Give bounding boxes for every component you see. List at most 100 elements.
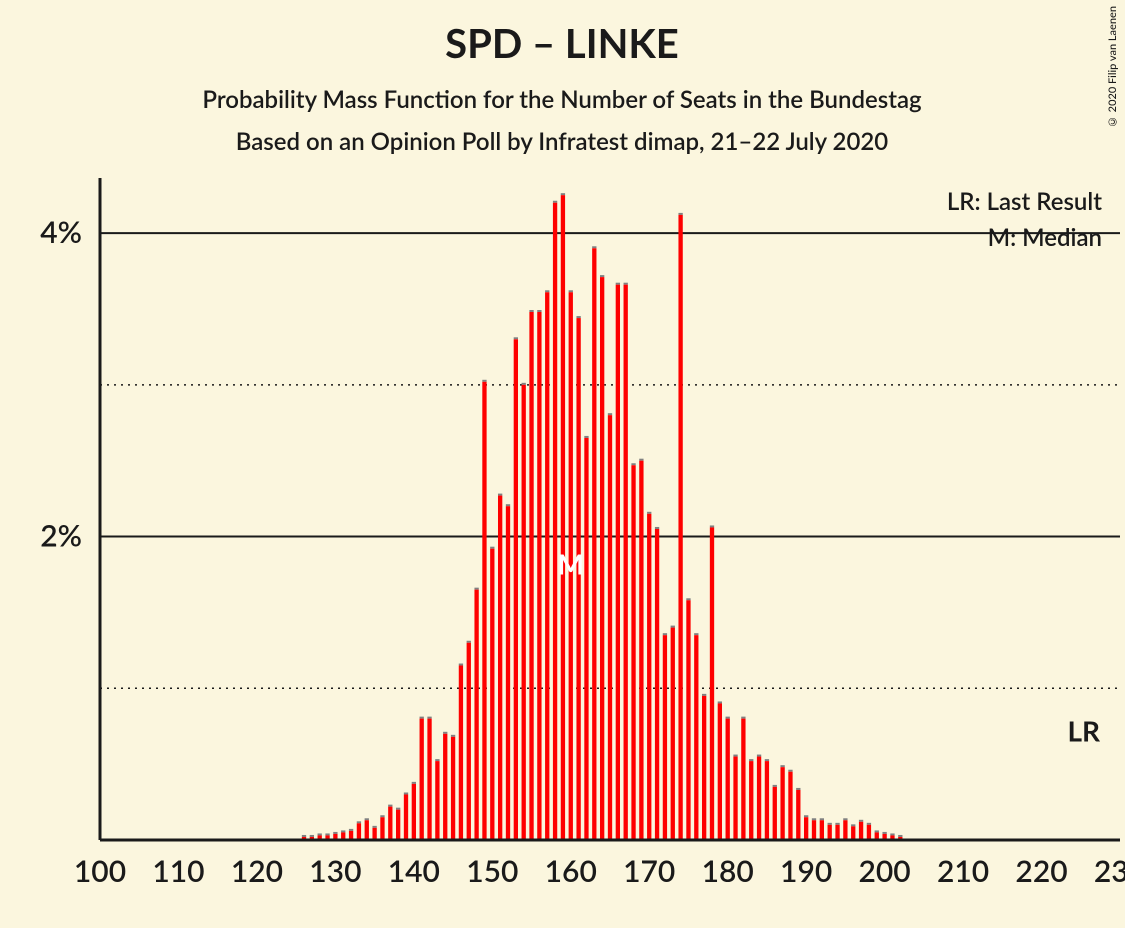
bar-cap — [388, 805, 392, 807]
bar — [459, 666, 463, 840]
last-result-marker: LR — [1067, 713, 1101, 747]
bar-cap — [804, 815, 808, 817]
bar-cap — [655, 527, 659, 529]
bar — [773, 787, 777, 840]
pmf-chart: SPD – LINKEProbability Mass Function for… — [0, 0, 1125, 924]
bar-cap — [569, 290, 573, 292]
bar-cap — [404, 792, 408, 794]
bar — [647, 514, 651, 840]
legend-m: M: Median — [988, 223, 1102, 252]
bar-cap — [576, 316, 580, 318]
bar-cap — [639, 459, 643, 461]
bar-cap — [498, 494, 502, 496]
bar — [835, 825, 839, 840]
bar-cap — [882, 832, 886, 834]
bar — [529, 312, 533, 840]
bar — [663, 635, 667, 840]
bar-cap — [859, 820, 863, 822]
chart-subtitle-2: Based on an Opinion Poll by Infratest di… — [236, 127, 889, 156]
bar — [600, 277, 604, 840]
bar-cap — [357, 821, 361, 823]
bar — [726, 719, 730, 840]
bar — [467, 643, 471, 840]
bar — [678, 215, 682, 840]
bar — [686, 600, 690, 840]
bar-cap — [710, 525, 714, 527]
copyright-text: © 2020 Filip van Laenen — [1106, 6, 1119, 128]
bar — [561, 195, 565, 840]
bar-cap — [780, 765, 784, 767]
bar — [490, 549, 494, 840]
bar — [412, 784, 416, 840]
bar-cap — [828, 823, 832, 825]
bar-cap — [514, 337, 518, 339]
median-marker: M — [558, 546, 584, 580]
bar-cap — [898, 835, 902, 837]
bar-cap — [443, 732, 447, 734]
bar-cap — [733, 755, 737, 757]
bar-cap — [835, 823, 839, 825]
bar — [765, 761, 769, 840]
bar — [545, 292, 549, 840]
bar — [608, 415, 612, 840]
bar — [655, 529, 659, 840]
bar-cap — [325, 833, 329, 835]
bar — [365, 820, 369, 840]
bar — [828, 825, 832, 840]
bar — [804, 817, 808, 840]
bar — [631, 465, 635, 840]
bar — [435, 761, 439, 840]
bar — [616, 285, 620, 840]
bar-cap — [788, 770, 792, 772]
chart-title: SPD – LINKE — [445, 19, 679, 67]
bar-cap — [427, 717, 431, 719]
bar-cap — [592, 246, 596, 248]
bar — [420, 719, 424, 840]
bar — [404, 794, 408, 840]
bar-cap — [380, 815, 384, 817]
bar-cap — [318, 833, 322, 835]
bar-cap — [726, 717, 730, 719]
bar-cap — [647, 512, 651, 514]
bar — [482, 382, 486, 840]
bar-cap — [451, 735, 455, 737]
bar-cap — [435, 759, 439, 761]
bar — [443, 734, 447, 840]
x-tick-label: 120 — [231, 853, 283, 889]
bar-cap — [420, 717, 424, 719]
x-tick-label: 150 — [466, 853, 518, 889]
bar — [718, 703, 722, 840]
bar-cap — [867, 823, 871, 825]
bar-cap — [561, 193, 565, 195]
y-tick-label: 4% — [40, 214, 82, 250]
bar-cap — [671, 626, 675, 628]
bar-cap — [412, 782, 416, 784]
bar-cap — [459, 664, 463, 666]
bar — [396, 810, 400, 840]
x-tick-label: 200 — [859, 853, 911, 889]
bar — [812, 820, 816, 840]
x-tick-label: 140 — [388, 853, 440, 889]
x-tick-label: 210 — [937, 853, 989, 889]
bar — [749, 761, 753, 840]
bar-cap — [522, 383, 526, 385]
bar-cap — [843, 818, 847, 820]
bar — [380, 817, 384, 840]
bar — [506, 506, 510, 840]
bar-cap — [663, 633, 667, 635]
x-tick-label: 230 — [1094, 853, 1125, 889]
bar-cap — [467, 641, 471, 643]
bar — [388, 807, 392, 840]
x-tick-label: 170 — [623, 853, 675, 889]
bar-cap — [718, 701, 722, 703]
x-tick-label: 220 — [1015, 853, 1067, 889]
bar — [757, 757, 761, 840]
bar — [592, 248, 596, 840]
bar-cap — [757, 755, 761, 757]
x-tick-label: 110 — [152, 853, 204, 889]
x-tick-label: 160 — [545, 853, 597, 889]
y-tick-label: 2% — [40, 518, 82, 554]
x-tick-label: 190 — [780, 853, 832, 889]
bar-cap — [349, 829, 353, 831]
bar-cap — [890, 833, 894, 835]
